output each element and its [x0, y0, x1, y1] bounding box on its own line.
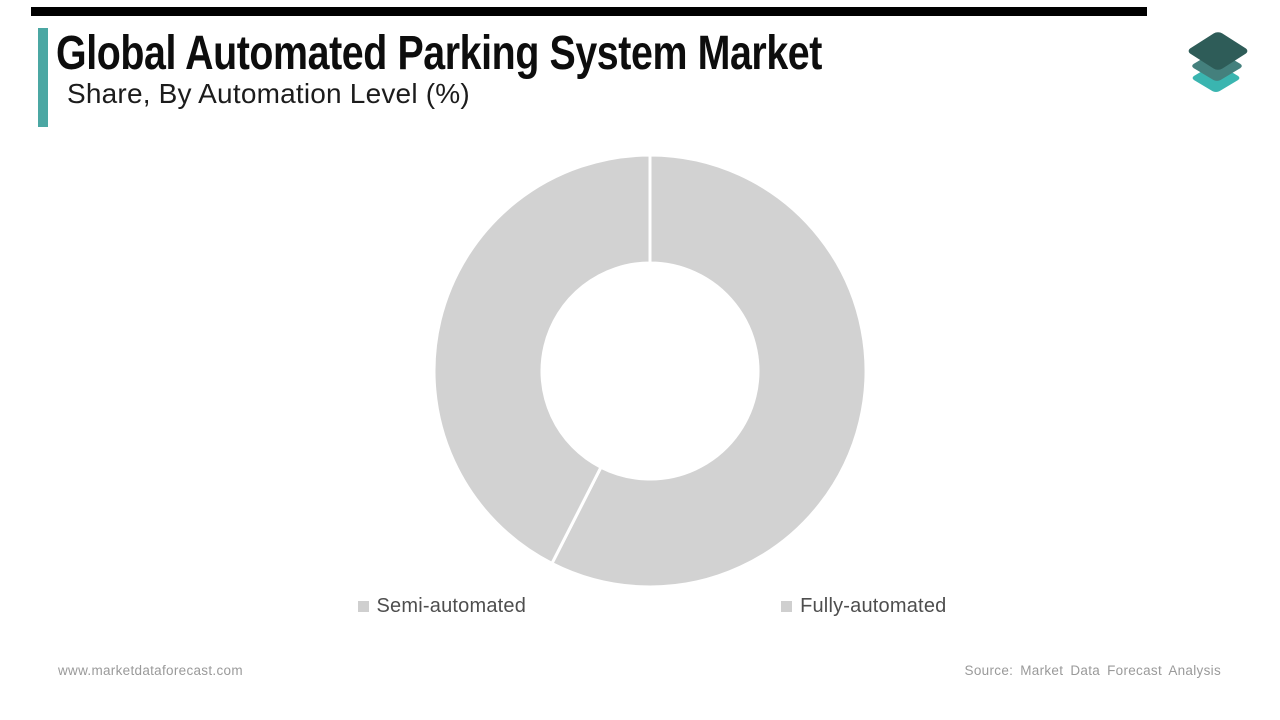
legend-item-fully-automated[interactable]: Fully-automated: [781, 595, 946, 618]
legend-marker-icon: [781, 601, 793, 612]
legend-label: Fully-automated: [800, 595, 947, 617]
legend-label: Semi-automated: [376, 595, 527, 617]
donut-chart: [432, 153, 868, 589]
website-link[interactable]: www.marketdataforecast.com: [58, 663, 243, 678]
page-subtitle: Share, By Automation Level (%): [67, 78, 470, 109]
legend-item-semi-automated[interactable]: Semi-automated: [357, 595, 527, 618]
title-accent-bar: [38, 28, 48, 127]
brand-logo: [1188, 32, 1248, 93]
legend-marker-icon: [357, 601, 369, 612]
chart-legend: Semi-automated Fully-automated: [12, 595, 1280, 618]
top-divider-bar: [31, 7, 1147, 16]
donut-slice-semi-automated: [550, 153, 868, 589]
donut-slice-fully-automated: [432, 153, 652, 565]
page-title: Global Automated Parking System Market: [56, 27, 822, 80]
source-note: Source: Market Data Forecast Analysis: [964, 663, 1221, 678]
logo-layer-top: [1188, 32, 1248, 70]
